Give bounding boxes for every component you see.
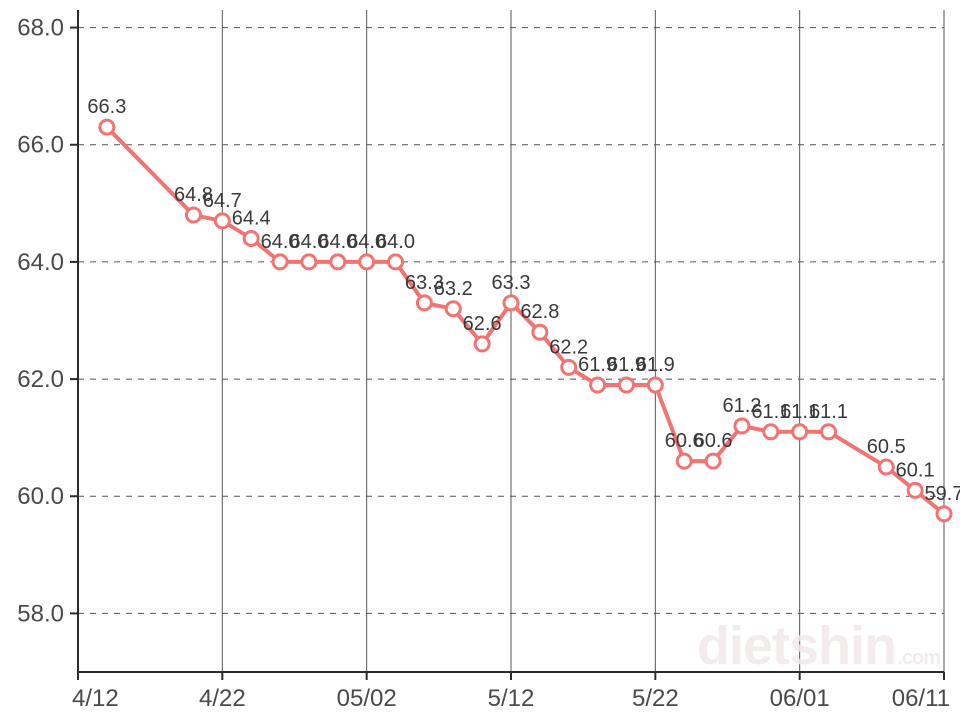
data-point [648, 378, 662, 392]
data-point [504, 296, 518, 310]
data-point-label: 63.3 [492, 272, 531, 294]
x-tick-label: 06/11 [892, 685, 950, 712]
y-tick-label: 60.0 [17, 483, 64, 510]
data-point-label: 63.2 [434, 278, 473, 300]
data-point-label: 59.7 [925, 483, 960, 505]
data-point [215, 214, 229, 228]
data-point [360, 255, 374, 269]
data-point [591, 378, 605, 392]
data-point-label: 62.6 [463, 313, 502, 335]
data-point [475, 337, 489, 351]
data-point [331, 255, 345, 269]
y-tick-label: 66.0 [17, 132, 64, 159]
data-point [677, 454, 691, 468]
x-tick-label: 4/22 [199, 685, 246, 712]
x-tick-label: 06/01 [770, 685, 830, 712]
data-point-label: 60.5 [867, 436, 906, 458]
data-point-label: 61.9 [636, 354, 675, 376]
data-point [793, 425, 807, 439]
chart-svg: 58.0 60.0 62.0 64.0 66.0 68.0 4/12 4/22 05/02 5/1… [0, 0, 960, 719]
data-point-label: 66.3 [87, 96, 126, 118]
data-point [186, 208, 200, 222]
data-point [302, 255, 316, 269]
y-tick-label: 68.0 [17, 15, 64, 42]
x-tick-label: 5/22 [632, 685, 679, 712]
x-tick-label: 4/12 [72, 685, 119, 712]
data-point [706, 454, 720, 468]
y-tick-label: 62.0 [17, 366, 64, 393]
data-point-label: 62.8 [520, 301, 559, 323]
data-point [879, 460, 893, 474]
svg-text:.com: .com [897, 647, 940, 669]
data-point [562, 360, 576, 374]
data-point [100, 120, 114, 134]
y-tick-label: 58.0 [17, 600, 64, 627]
data-point [417, 296, 431, 310]
data-point [533, 325, 547, 339]
data-point [244, 231, 258, 245]
weight-chart: 58.0 60.0 62.0 64.0 66.0 68.0 4/12 4/22 05/02 5/1… [0, 0, 960, 719]
data-point [764, 425, 778, 439]
svg-text:dietshin: dietshin [697, 616, 896, 676]
data-point [908, 483, 922, 497]
y-tick-label: 64.0 [17, 249, 64, 276]
data-point [619, 378, 633, 392]
data-point [273, 255, 287, 269]
data-point-label: 64.0 [376, 231, 415, 253]
data-point-label: 61.1 [809, 401, 848, 423]
data-point [735, 419, 749, 433]
data-point [822, 425, 836, 439]
data-point [937, 507, 951, 521]
data-point [389, 255, 403, 269]
data-point-label: 60.6 [694, 430, 733, 452]
data-point [446, 302, 460, 316]
x-tick-label: 05/02 [337, 685, 397, 712]
data-point-label: 60.1 [896, 459, 935, 481]
x-tick-label: 5/12 [488, 685, 535, 712]
data-point-label: 64.4 [232, 207, 271, 229]
